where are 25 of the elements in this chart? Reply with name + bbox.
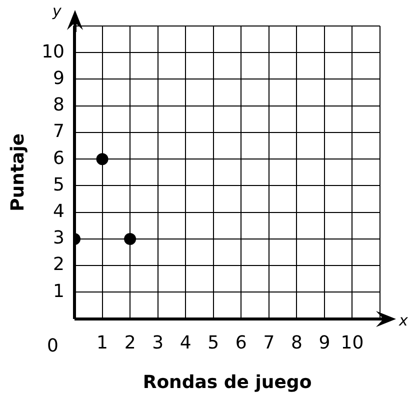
x-tick-label: 2 <box>124 332 136 354</box>
y-tick-label: 5 <box>53 174 65 196</box>
x-tick-label: 4 <box>180 332 192 354</box>
y-tick-label: 8 <box>53 94 65 116</box>
y-tick-label: 9 <box>53 68 65 89</box>
x-tick-label: 5 <box>208 332 220 354</box>
y-tick-label: 2 <box>53 254 65 276</box>
y-axis-title: Puntaje <box>7 133 28 212</box>
x-axis-title: Rondas de juego <box>142 372 312 393</box>
y-tick-label: 7 <box>53 121 65 142</box>
text: y <box>52 2 63 20</box>
y-tick-label: 1 <box>53 280 65 302</box>
x-tick-label: 7 <box>263 332 275 354</box>
y-tick-label: 10 <box>42 41 65 62</box>
text: x <box>398 312 408 330</box>
y-tick-label: 3 <box>53 228 65 249</box>
y-tick-label: 4 <box>53 201 65 222</box>
x-tick-label: 3 <box>152 332 164 354</box>
x-tick-label: 10 <box>340 332 364 354</box>
x-tick-label: 9 <box>318 332 330 354</box>
text: 0 <box>47 335 59 356</box>
x-tick-label: 8 <box>290 332 302 354</box>
x-tick-label: 6 <box>235 332 247 354</box>
y-tick-label: 6 <box>53 148 65 169</box>
x-tick-label: 1 <box>96 332 108 354</box>
